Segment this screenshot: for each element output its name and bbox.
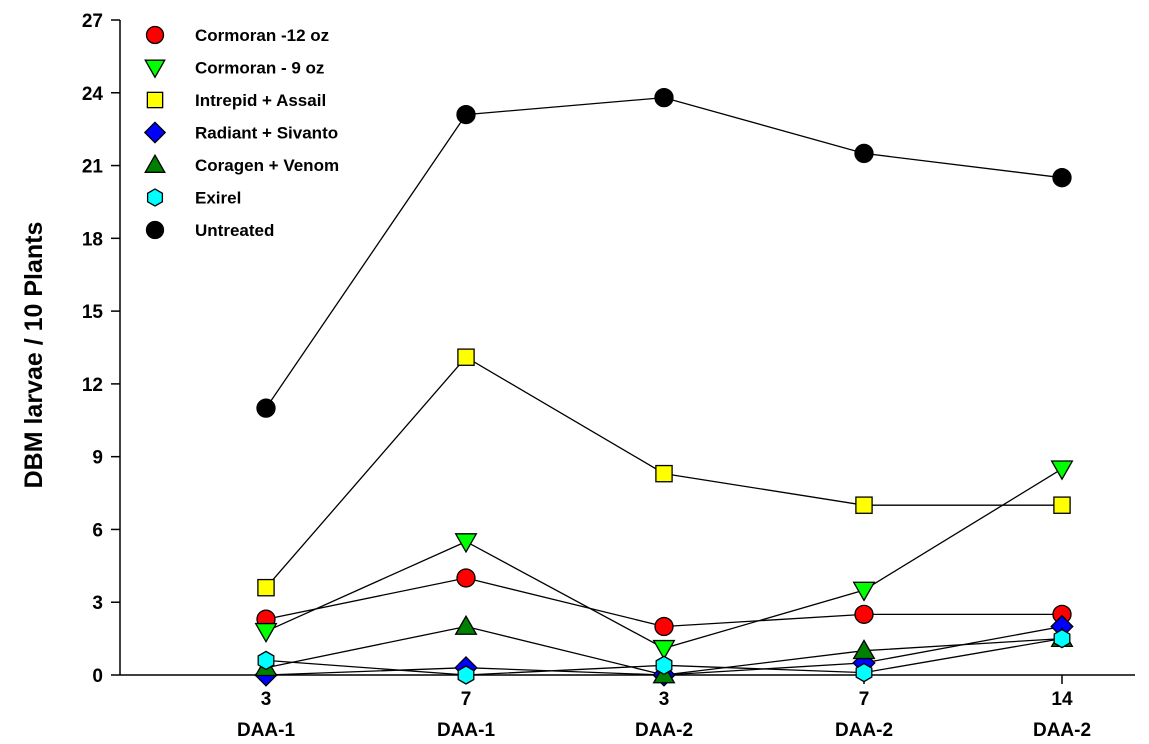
series-markers bbox=[254, 87, 1074, 687]
data-point bbox=[655, 464, 673, 483]
data-point bbox=[254, 622, 278, 643]
data-point bbox=[852, 581, 876, 602]
legend-marker bbox=[146, 91, 164, 109]
data-point bbox=[654, 616, 674, 637]
y-tick-label: 6 bbox=[92, 520, 103, 541]
axes bbox=[119, 20, 1135, 676]
legend-marker bbox=[145, 25, 165, 45]
data-point bbox=[1053, 628, 1071, 649]
data-point bbox=[652, 639, 676, 660]
data-point bbox=[654, 87, 674, 108]
x-tick-label-top: 7 bbox=[461, 689, 472, 710]
y-tick-label: 24 bbox=[82, 84, 104, 105]
legend-label: Radiant + Sivanto bbox=[195, 124, 338, 143]
data-point bbox=[257, 578, 275, 597]
x-tick-label-top: 3 bbox=[659, 689, 670, 710]
legend-marker bbox=[143, 121, 167, 144]
data-point bbox=[457, 665, 475, 685]
data-point bbox=[456, 104, 476, 125]
data-point bbox=[855, 496, 873, 514]
y-tick-label: 9 bbox=[92, 448, 103, 469]
y-tick-label: 15 bbox=[82, 302, 104, 323]
legend: Cormoran -12 oz Cormoran - 9 oz Intrepid +… bbox=[143, 25, 339, 240]
legend-label: Exirel bbox=[195, 189, 241, 208]
series-line bbox=[265, 96, 1063, 409]
data-point bbox=[1053, 496, 1071, 514]
data-point bbox=[456, 568, 476, 588]
data-point bbox=[257, 650, 275, 671]
x-tick-label-top: 7 bbox=[859, 689, 870, 710]
legend-label: Cormoran - 9 oz bbox=[195, 59, 324, 78]
x-tick-label-bottom: DAA-1 bbox=[237, 720, 295, 741]
data-point bbox=[1052, 168, 1072, 188]
data-point bbox=[854, 143, 874, 164]
y-axis-ticks: 0 3 6 9 12 15 18 21 24 27 bbox=[82, 11, 120, 687]
x-tick-label-bottom: DAA-2 bbox=[835, 720, 893, 741]
x-tick-label-top: 14 bbox=[1051, 689, 1073, 710]
y-tick-label: 0 bbox=[92, 666, 103, 687]
legend-marker bbox=[145, 220, 165, 240]
data-point bbox=[855, 662, 873, 683]
data-point bbox=[852, 639, 876, 660]
data-point bbox=[256, 398, 276, 418]
y-tick-label: 18 bbox=[82, 229, 103, 250]
legend-label: Coragen + Venom bbox=[195, 156, 339, 175]
data-point bbox=[655, 655, 673, 676]
data-point bbox=[457, 348, 475, 366]
legend-label: Cormoran -12 oz bbox=[195, 26, 329, 45]
legend-label: Intrepid + Assail bbox=[195, 91, 326, 110]
y-tick-label: 3 bbox=[92, 593, 103, 614]
legend-marker bbox=[144, 59, 166, 79]
x-tick-label-bottom: DAA-2 bbox=[635, 720, 693, 741]
data-point bbox=[454, 533, 478, 554]
data-point bbox=[454, 614, 478, 635]
legend-marker bbox=[146, 188, 164, 207]
y-tick-label: 27 bbox=[82, 11, 103, 32]
x-tick-label-bottom: DAA-1 bbox=[437, 720, 495, 741]
data-point bbox=[1050, 460, 1074, 481]
y-axis-title: DBM larvae / 10 Plants bbox=[20, 222, 48, 489]
data-point bbox=[854, 604, 874, 625]
series-lines bbox=[265, 96, 1063, 676]
legend-marker bbox=[144, 153, 166, 173]
legend-label: Untreated bbox=[195, 221, 274, 240]
y-tick-label: 12 bbox=[82, 375, 103, 396]
y-tick-label: 21 bbox=[82, 157, 104, 178]
x-tick-label-top: 3 bbox=[261, 689, 272, 710]
x-tick-label-bottom: DAA-2 bbox=[1033, 720, 1091, 741]
